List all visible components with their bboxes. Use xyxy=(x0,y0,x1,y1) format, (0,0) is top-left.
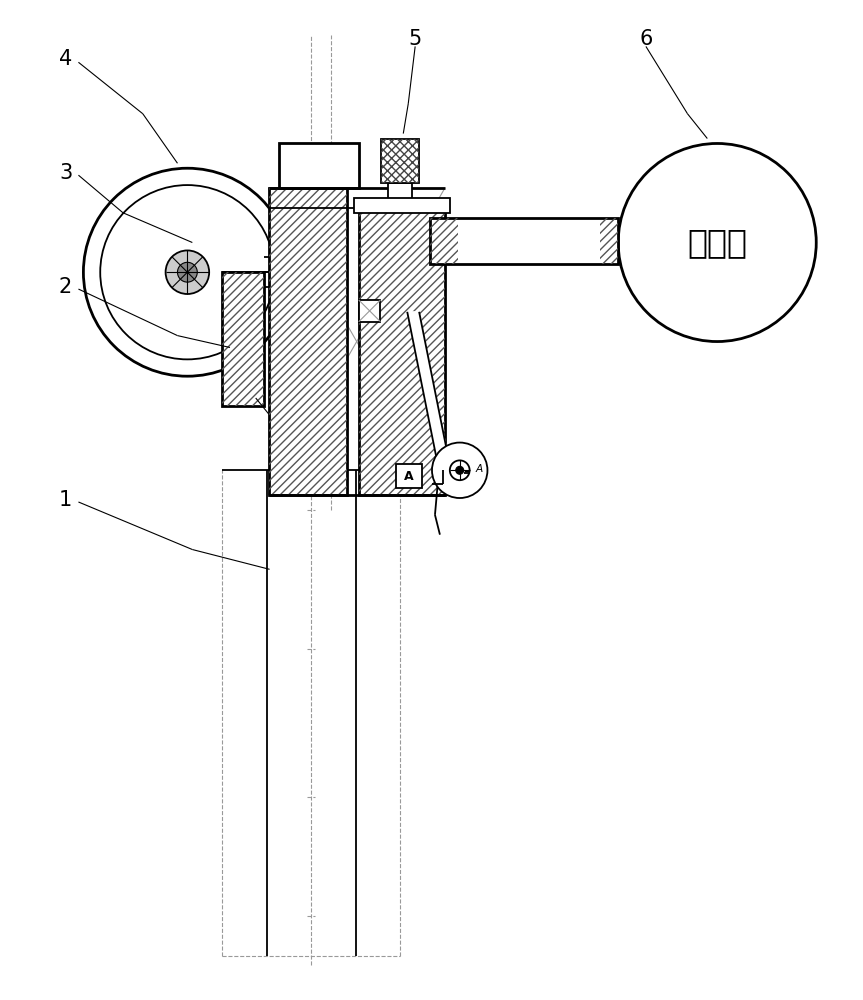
Text: 1: 1 xyxy=(59,490,72,510)
Circle shape xyxy=(84,168,292,376)
Text: 6: 6 xyxy=(639,29,652,49)
Bar xyxy=(359,208,444,495)
Bar xyxy=(381,139,419,183)
Bar xyxy=(388,183,413,208)
Bar xyxy=(280,143,359,188)
Bar xyxy=(430,218,618,264)
Bar xyxy=(222,272,263,406)
Bar xyxy=(381,139,419,183)
Text: 百分表: 百分表 xyxy=(687,226,747,259)
Bar xyxy=(601,218,618,264)
Circle shape xyxy=(178,262,198,282)
Text: $^A$: $^A$ xyxy=(475,466,484,481)
Bar xyxy=(430,218,457,264)
Text: -: - xyxy=(463,461,469,479)
Circle shape xyxy=(456,466,463,474)
Bar xyxy=(268,188,347,495)
Bar xyxy=(222,272,263,406)
Circle shape xyxy=(166,250,209,294)
Bar xyxy=(396,464,422,488)
Circle shape xyxy=(618,143,816,342)
Circle shape xyxy=(100,185,274,359)
Bar xyxy=(354,198,450,213)
Circle shape xyxy=(450,460,469,480)
Text: 2: 2 xyxy=(59,277,72,297)
Bar xyxy=(268,188,347,495)
Polygon shape xyxy=(407,312,450,470)
Circle shape xyxy=(432,443,488,498)
Bar xyxy=(359,300,381,322)
Text: 4: 4 xyxy=(59,49,72,69)
Text: 3: 3 xyxy=(59,163,72,183)
Text: A: A xyxy=(405,470,414,483)
Text: 5: 5 xyxy=(408,29,422,49)
Bar xyxy=(359,208,444,495)
